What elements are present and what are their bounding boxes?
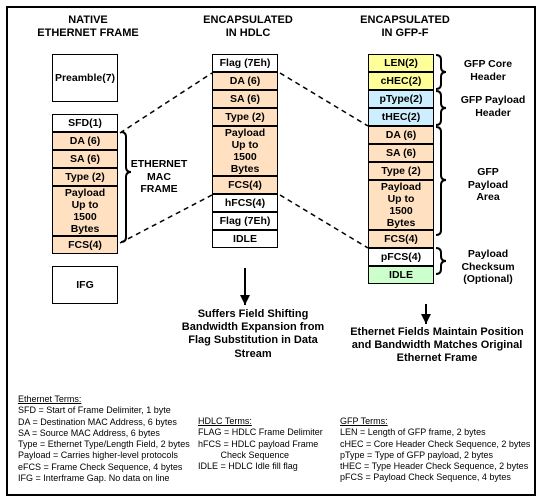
native-preamble: Preamble(7) <box>52 54 118 102</box>
terms-line: Check Sequence <box>198 450 348 461</box>
hdlc-flag1: Flag (7Eh) <box>212 54 278 72</box>
terms-gfp-head: GFP Terms: <box>340 416 540 427</box>
terms-line: cHEC = Core Header Check Sequence, 2 byt… <box>340 439 540 450</box>
label-gfp-checksum: PayloadChecksum(Optional) <box>453 248 523 286</box>
native-sa: SA (6) <box>52 150 118 168</box>
terms-line: SA = Source MAC Address, 6 bytes <box>18 428 193 439</box>
gfp-sa: SA (6) <box>368 144 434 162</box>
hdlc-da: DA (6) <box>212 72 278 90</box>
gfp-chec: cHEC(2) <box>368 72 434 90</box>
hdlc-flag2: Flag (7Eh) <box>212 212 278 230</box>
native-ifg: IFG <box>52 266 118 304</box>
native-sfd: SFD(1) <box>52 114 118 132</box>
terms-line: IDLE = HDLC Idle fill flag <box>198 461 348 472</box>
native-type: Type (2) <box>52 168 118 186</box>
terms-line: hFCS = HDLC payload Frame <box>198 439 348 450</box>
title-gfp: ENCAPSULATEDIN GFP-F <box>340 14 470 40</box>
terms-line: FLAG = HDLC Frame Delimiter <box>198 427 348 438</box>
diagram-frame: NATIVEETHERNET FRAME ENCAPSULATEDIN HDLC… <box>6 6 536 496</box>
gfp-idle: IDLE <box>368 266 434 284</box>
terms-line: pFCS = Payload Check Sequence, 4 bytes <box>340 472 540 483</box>
title-hdlc: ENCAPSULATEDIN HDLC <box>183 14 313 40</box>
gfp-fcs: FCS(4) <box>368 230 434 248</box>
terms-line: LEN = Length of GFP frame, 2 bytes <box>340 427 540 438</box>
terms-line: pType = Type of GFP payload, 2 bytes <box>340 450 540 461</box>
hdlc-fcs: FCS(4) <box>212 176 278 194</box>
terms-hdlc-head: HDLC Terms: <box>198 416 348 427</box>
native-da: DA (6) <box>52 132 118 150</box>
hdlc-idle: IDLE <box>212 230 278 248</box>
label-gfp-payload-area: GFPPayloadArea <box>458 166 518 204</box>
terms-hdlc: HDLC Terms: FLAG = HDLC Frame Delimiterh… <box>198 416 348 472</box>
terms-ethernet: Ethernet Terms: SFD = Start of Frame Del… <box>18 394 193 484</box>
terms-line: Type = Ethernet Type/Length Field, 2 byt… <box>18 439 193 450</box>
gfp-thec: tHEC(2) <box>368 108 434 126</box>
native-payload: PayloadUp to1500Bytes <box>52 186 118 236</box>
gfp-type: Type (2) <box>368 162 434 180</box>
terms-line: eFCS = Frame Check Sequence, 4 bytes <box>18 462 193 473</box>
hdlc-hfcs: hFCS(4) <box>212 194 278 212</box>
label-gfp-payload-header: GFP PayloadHeader <box>453 94 533 119</box>
terms-line: SFD = Start of Frame Delimiter, 1 byte <box>18 405 193 416</box>
label-ethernet-mac: ETHERNETMACFRAME <box>130 158 188 196</box>
hdlc-type: Type (2) <box>212 108 278 126</box>
gfp-ptype: pType(2) <box>368 90 434 108</box>
gfp-payload: PayloadUp to1500Bytes <box>368 180 434 230</box>
caption-gfp: Ethernet Fields Maintain Positionand Ban… <box>343 326 531 366</box>
gfp-da: DA (6) <box>368 126 434 144</box>
gfp-len: LEN(2) <box>368 54 434 72</box>
title-native: NATIVEETHERNET FRAME <box>28 14 148 40</box>
caption-hdlc: Suffers Field ShiftingBandwidth Expansio… <box>168 308 338 361</box>
terms-line: Payload = Carries higher-level protocols <box>18 450 193 461</box>
terms-ethernet-head: Ethernet Terms: <box>18 394 193 405</box>
hdlc-sa: SA (6) <box>212 90 278 108</box>
hdlc-payload: PayloadUp to1500Bytes <box>212 126 278 176</box>
terms-line: DA = Destination MAC Address, 6 bytes <box>18 417 193 428</box>
native-fcs: FCS(4) <box>52 236 118 254</box>
terms-line: IFG = Interframe Gap. No data on line <box>18 473 193 484</box>
label-gfp-core: GFP CoreHeader <box>453 58 523 83</box>
terms-gfp: GFP Terms: LEN = Length of GFP frame, 2 … <box>340 416 540 484</box>
terms-line: tHEC = Type Header Check Sequence, 2 byt… <box>340 461 540 472</box>
gfp-pfcs: pFCS(4) <box>368 248 434 266</box>
